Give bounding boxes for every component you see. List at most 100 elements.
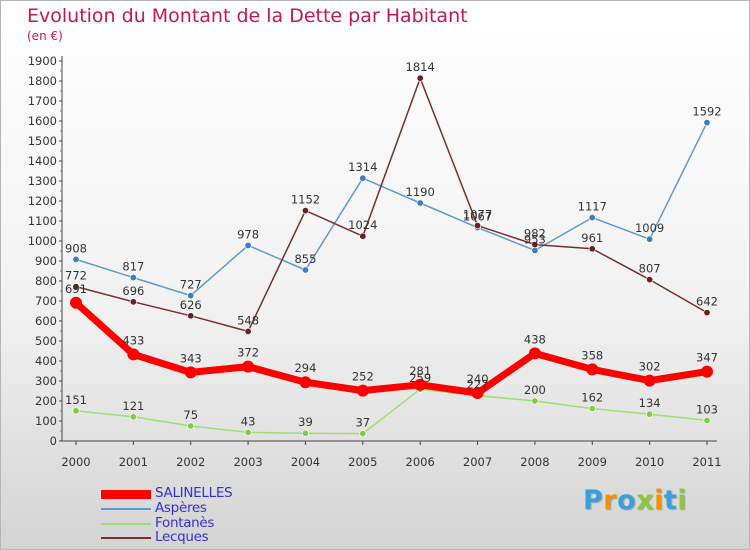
series-point	[646, 276, 654, 284]
x-tick-label: 2001	[119, 455, 148, 469]
series-point	[70, 296, 82, 309]
y-tick-label: 1800	[28, 74, 57, 88]
series-point	[701, 365, 713, 378]
y-tick-label: 1200	[28, 194, 57, 208]
logo-letter: P	[583, 485, 604, 516]
data-label: 252	[352, 370, 374, 384]
data-label: 727	[180, 278, 202, 292]
y-tick-label: 1500	[28, 134, 57, 148]
data-label: 227	[467, 378, 489, 392]
data-label: 1314	[348, 160, 377, 174]
logo-letter: i	[677, 485, 688, 516]
x-tick-label: 2004	[291, 455, 320, 469]
series-point	[129, 274, 137, 282]
series-point	[586, 363, 599, 376]
series-point	[646, 410, 654, 418]
legend-item: Fontanès	[101, 515, 301, 531]
data-label: 259	[409, 371, 431, 385]
data-label: 817	[122, 260, 144, 274]
logo-letter: t	[663, 485, 678, 516]
data-label: 134	[639, 396, 661, 410]
series-point	[129, 298, 137, 306]
series-point	[588, 214, 596, 222]
data-label: 696	[122, 284, 144, 298]
data-label: 772	[65, 269, 87, 283]
series-line	[75, 77, 708, 333]
legend-swatch	[101, 489, 151, 499]
x-tick-label: 2006	[406, 455, 435, 469]
data-label: 433	[122, 333, 144, 347]
series-point	[414, 378, 427, 391]
series-point	[703, 416, 711, 424]
logo-letter: i	[654, 485, 664, 516]
data-label: 75	[183, 408, 198, 422]
series-point	[359, 232, 367, 240]
series-point	[187, 422, 195, 430]
data-label: 151	[65, 393, 87, 407]
data-label: 548	[237, 313, 259, 327]
data-label: 162	[581, 391, 603, 405]
series-point	[301, 429, 309, 437]
x-tick-label: 2009	[578, 455, 607, 469]
legend-label: Fontanès	[155, 515, 215, 531]
series-point	[359, 430, 367, 438]
data-label: 982	[524, 227, 546, 241]
series-point	[129, 413, 137, 421]
data-label: 343	[180, 351, 202, 365]
data-label: 642	[696, 295, 718, 309]
data-label: 281	[409, 364, 431, 378]
proxiti-logo: Proxiti	[583, 485, 687, 516]
series-point	[244, 428, 252, 436]
series-point	[588, 405, 596, 413]
x-tick-label: 2000	[61, 455, 90, 469]
series-point	[643, 374, 656, 387]
y-tick-label: 900	[35, 254, 57, 268]
data-label: 1592	[692, 105, 721, 119]
data-label: 1067	[463, 210, 492, 224]
legend-item: SALINELLES	[101, 485, 301, 501]
series-point	[474, 222, 482, 230]
data-label: 240	[467, 372, 489, 386]
series-line	[75, 122, 708, 297]
data-label: 1117	[578, 200, 607, 214]
chart-data-labels: 691 433 343 372 294 252 281 240 438 358 302 347 908 8…	[65, 60, 722, 429]
data-label: 1190	[406, 185, 435, 199]
series-point	[703, 119, 711, 127]
x-tick-label: 2008	[520, 455, 549, 469]
series-point	[187, 312, 195, 320]
y-tick-label: 100	[35, 414, 57, 428]
y-tick-label: 800	[35, 274, 57, 288]
series-point	[301, 207, 309, 215]
y-tick-label: 300	[35, 374, 57, 388]
series-point	[244, 327, 252, 335]
data-label: 961	[581, 231, 603, 245]
series-point	[72, 255, 80, 263]
y-tick-label: 0	[50, 434, 57, 448]
chart-subtitle: (en €)	[27, 29, 63, 43]
data-label: 372	[237, 346, 259, 360]
legend-label: Aspères	[155, 500, 207, 516]
series-line	[75, 388, 708, 435]
legend-label: SALINELLES	[155, 485, 233, 501]
data-label: 43	[241, 414, 256, 428]
logo-letter: x	[636, 485, 655, 516]
series-point	[72, 283, 80, 291]
y-tick-label: 1300	[28, 174, 57, 188]
data-label: 908	[65, 241, 87, 255]
chart-series-lines	[73, 77, 708, 435]
series-point	[359, 174, 367, 182]
chart-axes: 0 100 200 300 400 500 600 700 800 900 1000 1100 1200…	[28, 54, 722, 469]
data-label: 347	[696, 351, 718, 365]
y-tick-label: 200	[35, 394, 57, 408]
y-tick-label: 1100	[28, 214, 57, 228]
series-point	[531, 241, 539, 249]
data-label: 302	[639, 360, 661, 374]
y-tick-label: 400	[35, 354, 57, 368]
series-point	[187, 292, 195, 300]
series-line	[73, 300, 708, 397]
chart-series-markers	[70, 74, 713, 438]
series-point	[531, 397, 539, 405]
data-label: 1814	[406, 60, 435, 74]
data-label: 103	[696, 402, 718, 416]
